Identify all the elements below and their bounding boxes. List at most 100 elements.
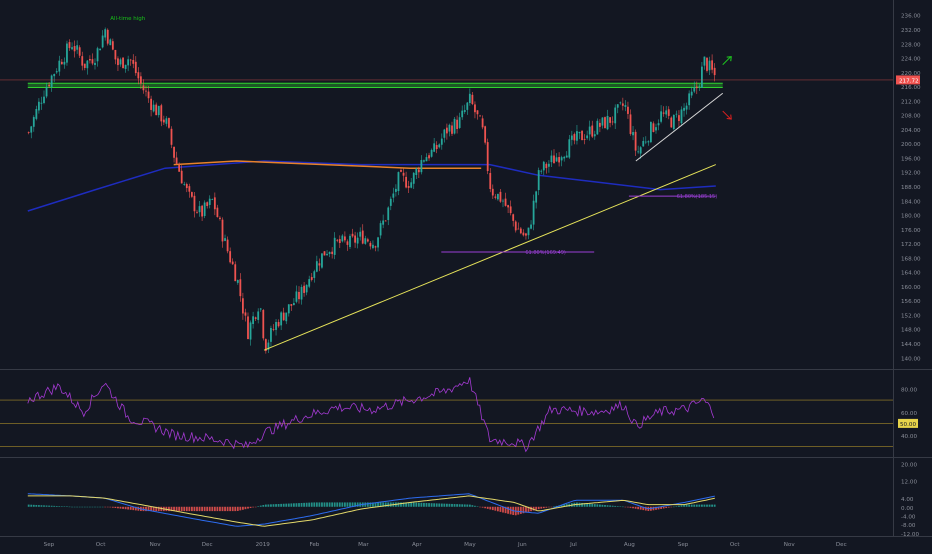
candle-body	[178, 164, 181, 172]
macd-histogram-bar	[318, 502, 321, 507]
all-time-high-label: All-time high	[110, 16, 145, 22]
time-tick-label: Dec	[836, 542, 847, 548]
macd-histogram-bar	[379, 502, 382, 507]
candle-body	[423, 160, 425, 162]
candle-body	[343, 236, 346, 241]
macd-histogram-bar	[611, 505, 614, 507]
candle-body	[354, 235, 356, 243]
candle-body	[389, 198, 392, 206]
macd-histogram-bar	[491, 506, 494, 511]
macd-histogram-bar	[532, 506, 535, 511]
candle-body	[290, 304, 293, 306]
candle-body	[576, 131, 578, 141]
macd-histogram-bar	[596, 504, 599, 507]
candle-body	[627, 106, 629, 114]
macd-histogram-bar	[285, 503, 288, 507]
macd-histogram-bar	[683, 504, 685, 507]
time-tick-label: Nov	[784, 542, 796, 548]
macd-histogram-bar	[560, 504, 563, 507]
candle-body	[519, 228, 522, 234]
macd-histogram-bar	[104, 506, 107, 508]
candle-body	[272, 329, 275, 330]
candle-body	[555, 157, 558, 162]
candle-body	[535, 191, 538, 203]
time-tick-label: Apr	[412, 542, 422, 548]
time-tick-label: Dec	[202, 542, 213, 548]
candle-body	[445, 127, 448, 134]
macd-histogram-bar	[321, 502, 323, 507]
macd-histogram-bar	[239, 506, 242, 511]
time-tick-label: Sep	[44, 542, 55, 548]
time-tick-label: Aug	[624, 542, 635, 548]
candle-body	[512, 214, 515, 221]
candle-body	[40, 102, 43, 104]
candle-body	[152, 104, 155, 112]
last-price-label: 217.72	[899, 78, 919, 84]
macd-histogram-bar	[412, 502, 415, 507]
macd-tick-label: 4.00	[901, 497, 914, 503]
macd-histogram-bar	[333, 502, 336, 507]
candle-body	[440, 138, 443, 145]
arrow-head-icon	[726, 56, 732, 62]
macd-histogram-bar	[476, 506, 479, 507]
candle-body	[78, 47, 81, 56]
macd-histogram-bar	[703, 504, 706, 507]
macd-line	[27, 493, 715, 527]
macd-histogram-bar	[145, 506, 147, 512]
candle-body	[601, 117, 604, 126]
candle-body	[708, 60, 711, 71]
candle-body	[517, 228, 520, 230]
candle-body	[208, 198, 211, 205]
candle-body	[586, 135, 589, 139]
last-price-badge	[896, 75, 920, 85]
candle-body	[170, 128, 173, 145]
macd-histogram-bar	[119, 506, 122, 509]
candle-body	[277, 322, 280, 327]
macd-histogram-bar	[604, 505, 606, 507]
support-zone	[27, 83, 723, 88]
macd-histogram-bar	[170, 506, 173, 512]
macd-histogram-bar	[91, 506, 94, 508]
candle-body	[598, 122, 601, 127]
candle-body	[660, 111, 662, 122]
price-tick-label: 208.00	[901, 114, 921, 120]
candle-body	[509, 206, 512, 214]
candle-body	[310, 277, 313, 280]
candle-body	[32, 117, 35, 127]
candle-body	[703, 56, 706, 66]
macd-histogram-bar	[583, 503, 586, 507]
macd-histogram-bar	[586, 503, 589, 507]
candle-body	[425, 157, 428, 162]
candle-body	[336, 239, 339, 241]
macd-histogram-bar	[48, 505, 50, 507]
macd-histogram-bar	[563, 504, 566, 507]
candle-body	[379, 223, 382, 236]
macd-histogram-bar	[152, 506, 155, 512]
macd-histogram-bar	[685, 504, 688, 507]
macd-histogram-bar	[372, 502, 374, 507]
macd-histogram-bar	[264, 504, 267, 507]
macd-histogram-bar	[331, 502, 334, 507]
candle-body	[203, 202, 206, 217]
candle-body	[55, 71, 58, 73]
macd-histogram-bar	[428, 503, 430, 507]
candle-body	[629, 114, 632, 134]
candle-body	[346, 241, 349, 245]
price-tick-label: 204.00	[901, 128, 921, 134]
macd-histogram-bar	[109, 506, 112, 508]
macd-histogram-bar	[540, 506, 543, 509]
time-tick-label: Oct	[730, 542, 740, 548]
macd-histogram-bar	[292, 503, 295, 507]
candle-body	[356, 237, 359, 244]
candle-body	[165, 118, 168, 124]
candle-body	[468, 93, 471, 104]
candle-body	[410, 182, 413, 188]
macd-histogram-bar	[249, 506, 252, 508]
candle-body	[374, 246, 377, 248]
macd-histogram-bar	[349, 502, 351, 507]
candle-body	[94, 62, 96, 65]
candle-body	[180, 170, 183, 184]
macd-histogram-bar	[680, 505, 683, 507]
macd-histogram-bar	[402, 502, 405, 507]
